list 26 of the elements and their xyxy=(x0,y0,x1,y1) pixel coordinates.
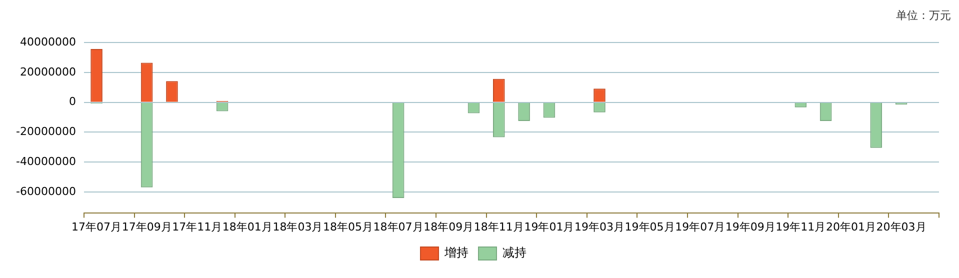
x-tick-label: 17年07月 xyxy=(72,220,122,234)
x-tick-label: 17年11月 xyxy=(172,220,222,234)
legend-label: 增持 xyxy=(444,246,468,260)
x-tick-label: 20年01月 xyxy=(826,220,876,234)
y-tick-label: 0 xyxy=(68,95,76,108)
x-tick-label: 20年03月 xyxy=(876,220,926,234)
x-tick-label: 19年09月 xyxy=(725,220,776,234)
x-tick-label: 18年05月 xyxy=(323,220,374,234)
legend-label: 减持 xyxy=(502,246,526,260)
y-tick-label: -40000000 xyxy=(16,154,76,168)
x-tick-label: 19年07月 xyxy=(675,220,726,234)
x-tick-label: 19年05月 xyxy=(624,220,675,234)
y-tick-label: -60000000 xyxy=(16,184,76,198)
x-tick-label: 18年03月 xyxy=(272,220,323,234)
x-tick-label: 19年01月 xyxy=(524,220,574,234)
x-tick-label: 18年11月 xyxy=(474,220,524,234)
x-tick-label: 18年01月 xyxy=(222,220,272,234)
y-tick-label: -20000000 xyxy=(16,125,76,138)
text: 单位：万元 xyxy=(896,8,951,24)
x-tick-label: 19年03月 xyxy=(574,220,624,234)
y-tick-label: 20000000 xyxy=(20,65,76,78)
x-tick-label: 18年07月 xyxy=(373,220,424,234)
x-tick-label: 17年09月 xyxy=(122,220,172,234)
x-tick-label: 18年09月 xyxy=(424,220,474,234)
x-tick-label: 19年11月 xyxy=(776,220,826,234)
y-tick-label: 40000000 xyxy=(20,35,76,48)
